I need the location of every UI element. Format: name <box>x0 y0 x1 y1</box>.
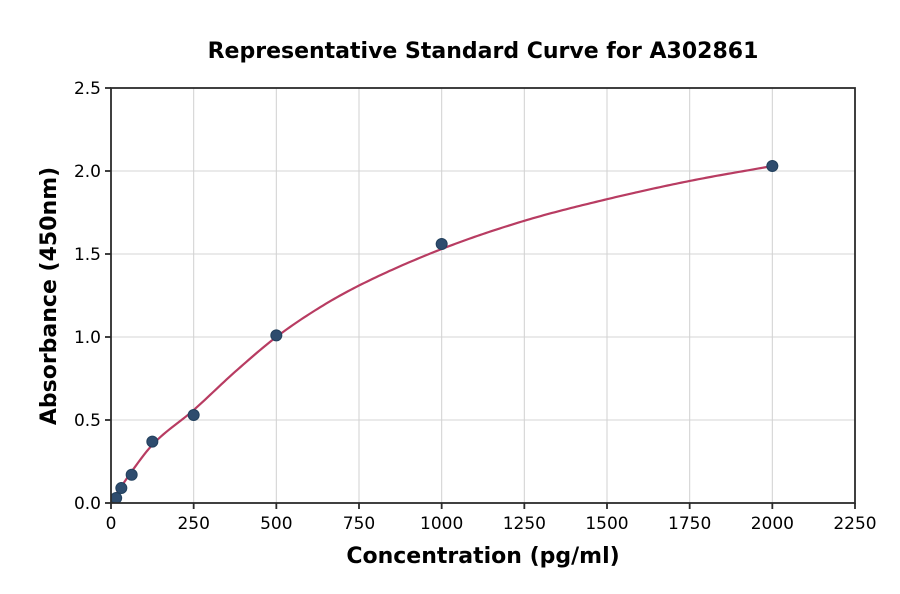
data-point <box>187 409 200 422</box>
x-tick-label: 1750 <box>668 514 711 534</box>
grid-layer <box>110 87 856 504</box>
x-tick-label: 1500 <box>585 514 628 534</box>
y-tick-label: 0.5 <box>74 411 101 431</box>
data-point <box>146 435 159 448</box>
x-tick-label: 750 <box>343 514 375 534</box>
x-tick-label: 1000 <box>420 514 463 534</box>
y-tick-label: 2.5 <box>74 79 101 99</box>
plot-border <box>110 87 856 504</box>
data-point <box>435 238 448 251</box>
x-tick-label: 2250 <box>833 514 876 534</box>
y-tick-label: 2.0 <box>74 162 101 182</box>
x-tick-label: 1250 <box>503 514 546 534</box>
chart-title: Representative Standard Curve for A30286… <box>208 39 759 64</box>
y-tick-label: 0.0 <box>74 494 101 514</box>
y-tick-label: 1.5 <box>74 245 101 265</box>
tick-layer: 0 250 500 750 1000 1250 1500 1750 2000 2250 0.0 0.5… <box>74 79 877 534</box>
x-tick-label: 0 <box>106 514 117 534</box>
x-tick-label: 500 <box>260 514 292 534</box>
data-point <box>125 468 138 481</box>
y-axis-label: Absorbance (450nm) <box>37 167 62 425</box>
data-point <box>766 160 779 173</box>
x-tick-label: 250 <box>177 514 209 534</box>
x-axis-label: Concentration (pg/ml) <box>346 544 619 569</box>
points-layer <box>111 160 779 503</box>
data-point <box>111 492 123 503</box>
x-tick-label: 2000 <box>751 514 794 534</box>
data-point <box>115 482 128 495</box>
data-point <box>270 329 283 342</box>
y-tick-label: 1.0 <box>74 328 101 348</box>
